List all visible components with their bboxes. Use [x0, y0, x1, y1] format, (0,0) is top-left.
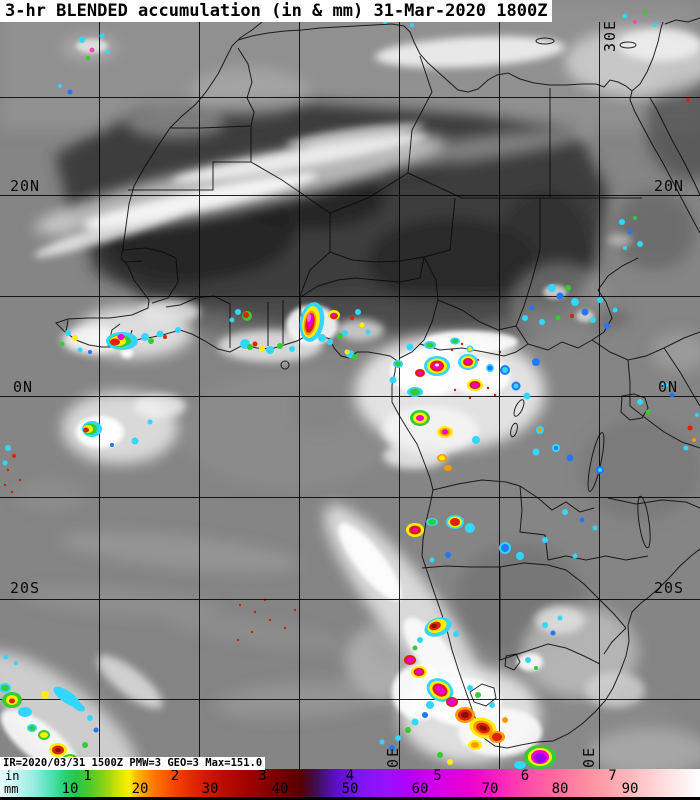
inch-tick-4: 4 [345, 768, 355, 784]
inch-tick-5: 5 [433, 768, 442, 784]
mm-tick-80: 80 [551, 781, 569, 797]
precipitation-overlay [0, 10, 699, 769]
grid-lines [0, 22, 700, 770]
precip-bottom-left-band [0, 654, 99, 766]
data-source-text: IR=2020/03/31 1500Z PMW=3 GEO=3 Max=151.… [3, 757, 263, 769]
precip-west-africa [2, 302, 371, 466]
precip-southern-africa [379, 509, 598, 769]
precip-congo-basin [389, 337, 604, 474]
mm-tick-10: 10 [61, 781, 79, 797]
inches-unit-label: in [5, 769, 20, 783]
mm-tick-20: 20 [131, 781, 149, 797]
data-source-bar: IR=2020/03/31 1500Z PMW=3 GEO=3 Max=151.… [0, 757, 266, 770]
millimeters-unit-label: mm [4, 782, 19, 796]
inch-tick-7: 7 [608, 768, 617, 784]
product-title-bar: 3-hr BLENDED accumulation (in & mm) 31-M… [0, 0, 553, 22]
inch-tick-3: 3 [258, 768, 267, 784]
inch-tick-6: 6 [520, 768, 530, 784]
precip-east-africa [522, 216, 699, 451]
bottom-black-strip [0, 797, 700, 800]
mm-tick-40: 40 [271, 781, 289, 797]
inch-tick-1: 1 [83, 768, 92, 784]
color-scale-legend: in mm 1 2 3 4 5 6 7 10 20 30 40 50 60 70 80 90 [0, 769, 700, 797]
mm-tick-90: 90 [621, 781, 639, 797]
mm-tick-70: 70 [481, 781, 499, 797]
product-title: 3-hr BLENDED accumulation (in & mm) 31-M… [5, 1, 548, 21]
mm-tick-50: 50 [341, 781, 359, 797]
mm-tick-30: 30 [201, 781, 219, 797]
mm-tick-60: 60 [411, 781, 429, 797]
inch-tick-2: 2 [170, 768, 180, 784]
